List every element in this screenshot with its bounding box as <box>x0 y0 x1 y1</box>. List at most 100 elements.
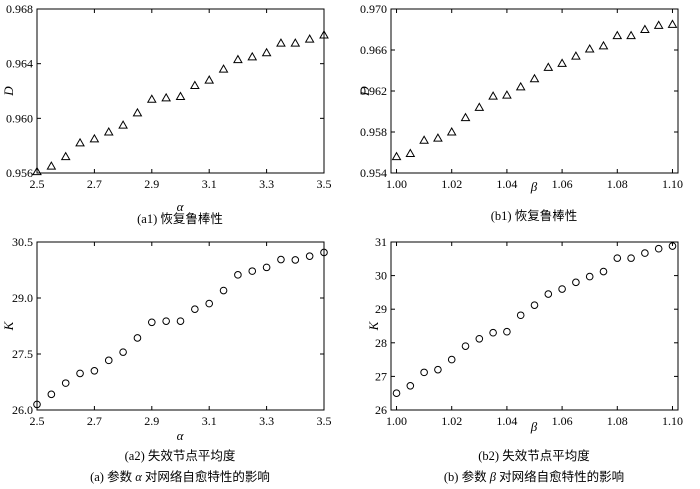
data-point <box>162 317 170 325</box>
data-point <box>218 64 229 73</box>
caption-suffix: 对网络自愈特性的影响 <box>142 469 270 484</box>
data-point <box>529 73 540 83</box>
data-point <box>304 34 315 43</box>
x-tick-labels: 1.00 1.02 1.04 1.06 1.08 1.10 <box>386 414 683 428</box>
data-point <box>668 242 677 250</box>
panel-a2: 2.5 2.7 2.9 3.1 3.3 3.5 26.0 27.5 29.0 3… <box>1 235 332 463</box>
data-point <box>204 75 215 84</box>
data-point <box>460 112 471 122</box>
tick-marks <box>391 241 678 411</box>
data-point <box>261 47 272 57</box>
data-point <box>502 90 512 99</box>
data-point <box>118 120 128 129</box>
y-tick-label: 30.5 <box>12 235 33 249</box>
y-tick-labels: 0.954 0.958 0.962 0.966 0.970 <box>360 2 387 180</box>
x-tick-label: 1.08 <box>607 177 628 191</box>
data-point <box>276 38 286 47</box>
data-point <box>433 133 443 142</box>
x-tick-label: 1.02 <box>441 414 462 428</box>
data-point <box>146 94 157 103</box>
data-point <box>667 19 678 28</box>
data-point <box>653 20 664 29</box>
x-tick-label: 1.08 <box>607 414 628 428</box>
panel-a1: 2.5 2.7 2.9 3.1 3.3 3.5 0.956 0.960 0.96… <box>1 2 332 226</box>
data-point <box>205 299 213 308</box>
data-point <box>90 367 99 375</box>
data-point <box>104 356 113 365</box>
data-point <box>234 271 242 279</box>
x-tick-label: 1.10 <box>662 414 683 428</box>
panel-b2: 1.00 1.02 1.04 1.06 1.08 1.10 26 27 28 2… <box>366 235 683 463</box>
data-point <box>488 91 498 100</box>
y-tick-label: 27 <box>375 369 387 383</box>
x-tick-label: 1.06 <box>552 177 573 191</box>
x-tick-label: 3.5 <box>317 414 332 428</box>
data-point <box>489 328 497 337</box>
y-axis-label: D <box>357 86 372 97</box>
data-point <box>75 137 85 147</box>
y-tick-label: 0.956 <box>6 166 33 180</box>
x-tick-label: 3.3 <box>259 414 274 428</box>
data-point <box>419 135 429 144</box>
group-caption-a: (a) 参数 α 对网络自愈特性的影响 <box>90 469 270 484</box>
x-tick-label: 3.1 <box>202 177 217 191</box>
x-tick-labels: 2.5 2.7 2.9 3.1 3.3 3.5 <box>30 414 332 428</box>
data-point <box>233 54 243 64</box>
caption-prefix: (a) 参数 <box>90 469 135 484</box>
y-tick-label: 31 <box>375 235 387 249</box>
data-point <box>148 318 156 327</box>
plot-frame <box>36 8 325 174</box>
tick-marks <box>36 8 325 174</box>
data-point <box>434 365 442 374</box>
caption-suffix: 对网络自愈特性的影响 <box>496 469 624 484</box>
data-point <box>248 267 257 275</box>
x-tick-label: 1.00 <box>386 177 407 191</box>
y-tick-label: 0.968 <box>6 2 33 16</box>
x-axis-label: α <box>177 199 185 214</box>
y-tick-label: 30 <box>375 269 387 283</box>
data-point <box>161 92 172 102</box>
data-point <box>119 348 127 356</box>
data-point <box>291 256 300 264</box>
x-tick-label: 3.3 <box>259 177 274 191</box>
data-point <box>543 62 554 71</box>
tick-marks <box>391 8 678 174</box>
data-point <box>277 255 285 264</box>
data-point <box>516 311 525 320</box>
y-axis-label: D <box>1 86 16 97</box>
x-tick-label: 2.5 <box>30 177 45 191</box>
data-point <box>89 133 100 143</box>
data-point <box>320 248 328 257</box>
y-tick-labels: 0.956 0.960 0.964 0.968 <box>6 2 33 180</box>
x-tick-label: 1.10 <box>662 177 683 191</box>
data-point <box>176 317 185 325</box>
data-point <box>191 305 199 314</box>
data-point <box>133 334 142 342</box>
data-point <box>32 166 42 176</box>
data-point <box>103 126 114 136</box>
subcaption: (b2) 失效节点平均度 <box>478 448 590 463</box>
plot-frame <box>390 241 679 411</box>
y-tick-label: 0.964 <box>6 57 33 71</box>
y-tick-label: 27.5 <box>12 347 33 361</box>
caption-prefix: (b) 参数 <box>444 469 490 484</box>
data-point <box>572 278 580 287</box>
data-point <box>60 151 71 161</box>
y-axis-label: K <box>366 320 381 331</box>
data-point <box>219 286 228 295</box>
caption-symbol: β <box>489 470 497 484</box>
y-tick-labels: 26.0 27.5 29.0 30.5 <box>12 235 33 417</box>
data-point <box>47 390 56 399</box>
data-point <box>405 148 416 158</box>
data-point <box>406 382 415 390</box>
x-tick-labels: 2.5 2.7 2.9 3.1 3.3 3.5 <box>30 177 332 191</box>
data-point <box>640 24 650 33</box>
data-point <box>46 161 57 170</box>
y-tick-label: 0.960 <box>6 111 33 125</box>
data-point <box>613 254 622 262</box>
data-point <box>557 58 567 67</box>
data-point <box>132 107 143 117</box>
x-tick-label: 3.1 <box>202 414 217 428</box>
data-point <box>544 290 553 298</box>
